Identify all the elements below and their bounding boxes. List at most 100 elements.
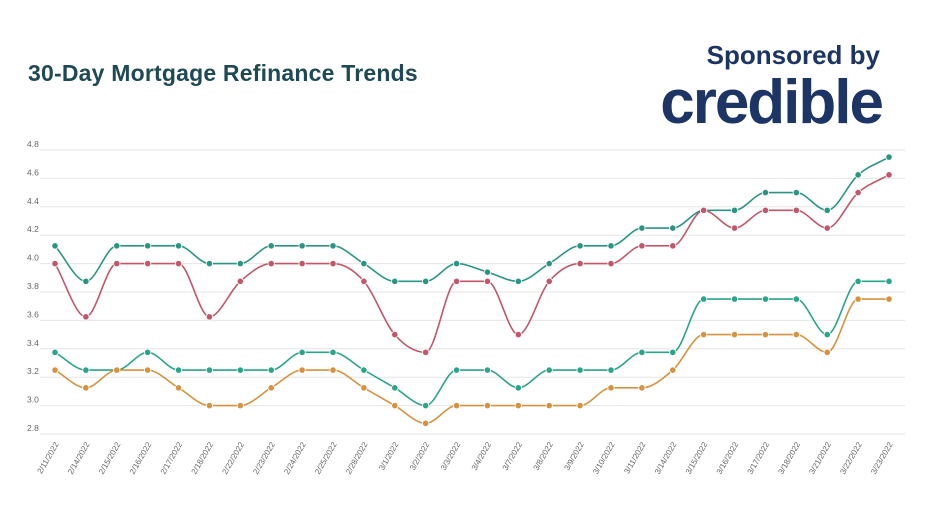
data-point xyxy=(267,384,275,392)
data-point xyxy=(885,277,893,285)
data-point xyxy=(761,189,770,197)
data-point xyxy=(174,259,183,268)
x-tick-label: 2/18/2022 xyxy=(190,440,216,476)
data-point xyxy=(391,330,399,339)
data-point xyxy=(483,277,492,285)
data-point xyxy=(700,295,708,303)
data-point xyxy=(545,277,553,285)
data-point xyxy=(360,384,368,392)
x-tick-label: 2/28/2022 xyxy=(344,440,370,476)
data-point xyxy=(51,348,59,356)
y-tick-label: 4.2 xyxy=(27,224,39,234)
data-point xyxy=(82,384,90,392)
data-point xyxy=(638,242,646,250)
y-tick-label: 3.2 xyxy=(27,366,39,376)
data-point xyxy=(576,366,584,374)
data-point xyxy=(730,206,739,214)
chart-title: 30-Day Mortgage Refinance Trends xyxy=(28,60,418,86)
data-point xyxy=(638,384,646,392)
data-point xyxy=(113,259,121,268)
data-point xyxy=(607,366,615,374)
data-point xyxy=(298,348,306,356)
data-point xyxy=(205,259,214,268)
data-point xyxy=(638,348,646,356)
y-tick-label: 2.8 xyxy=(27,423,39,433)
data-point xyxy=(391,384,399,392)
data-point xyxy=(267,259,275,268)
data-point xyxy=(236,277,244,285)
x-tick-label: 3/4/2022 xyxy=(470,440,494,472)
data-point xyxy=(452,366,461,374)
data-point xyxy=(174,384,183,392)
data-point xyxy=(236,401,244,410)
x-tick-label: 3/23/2022 xyxy=(869,440,895,476)
x-tick-label: 3/3/2022 xyxy=(439,440,463,472)
data-point xyxy=(205,313,214,321)
data-point xyxy=(329,259,337,268)
data-point xyxy=(669,224,677,232)
data-point xyxy=(823,206,831,214)
data-point xyxy=(607,384,615,392)
data-point xyxy=(576,401,584,410)
data-point xyxy=(823,348,831,356)
data-point xyxy=(236,366,244,374)
data-point xyxy=(51,366,59,374)
data-point xyxy=(360,366,368,374)
data-point xyxy=(669,348,677,356)
data-point xyxy=(607,259,615,268)
data-point xyxy=(144,348,152,356)
x-tick-label: 3/8/2022 xyxy=(532,440,556,472)
x-tick-label: 3/18/2022 xyxy=(776,440,802,476)
data-point xyxy=(236,259,244,268)
data-point xyxy=(422,277,430,285)
data-point xyxy=(51,259,59,268)
data-point xyxy=(823,224,831,232)
data-point xyxy=(483,268,492,276)
y-tick-label: 3.0 xyxy=(27,395,39,405)
data-point xyxy=(298,242,306,250)
data-point xyxy=(885,171,893,179)
x-tick-label: 2/23/2022 xyxy=(251,440,277,476)
data-point xyxy=(792,189,800,197)
y-tick-label: 4.6 xyxy=(27,167,39,177)
data-point xyxy=(452,277,461,285)
data-point xyxy=(329,366,337,374)
data-point xyxy=(144,259,152,268)
data-point xyxy=(422,348,430,356)
data-point xyxy=(885,153,893,161)
data-point xyxy=(267,366,275,374)
data-point xyxy=(514,401,522,410)
series-line-3 xyxy=(54,280,889,407)
x-tick-label: 3/17/2022 xyxy=(746,440,772,476)
data-point xyxy=(483,401,492,410)
data-point xyxy=(730,295,739,303)
data-point xyxy=(422,401,430,410)
data-point xyxy=(144,242,152,250)
x-tick-label: 3/9/2022 xyxy=(562,440,586,472)
data-point xyxy=(113,366,121,374)
data-point xyxy=(854,171,862,179)
x-tick-label: 2/17/2022 xyxy=(159,440,185,476)
x-tick-label: 2/24/2022 xyxy=(282,440,308,476)
data-point xyxy=(792,330,800,339)
y-tick-label: 4.0 xyxy=(27,253,39,263)
data-point xyxy=(514,384,522,392)
data-point xyxy=(174,242,183,250)
x-tick-label: 2/14/2022 xyxy=(66,440,92,476)
series-line-2 xyxy=(54,174,890,354)
data-point xyxy=(329,242,337,250)
data-point xyxy=(638,224,646,232)
x-tick-label: 3/2/2022 xyxy=(408,440,432,472)
data-point xyxy=(792,295,800,303)
x-tick-label: 2/16/2022 xyxy=(128,440,154,476)
data-point xyxy=(854,295,862,303)
credible-logo: credible xyxy=(660,68,884,137)
data-point xyxy=(391,277,399,285)
x-tick-label: 3/1/2022 xyxy=(377,440,401,472)
data-point xyxy=(82,366,90,374)
data-point xyxy=(82,313,90,321)
data-point xyxy=(607,242,615,250)
data-point xyxy=(514,277,522,285)
sponsor-text: Sponsored by xyxy=(706,40,880,70)
y-tick-label: 3.4 xyxy=(27,338,39,348)
